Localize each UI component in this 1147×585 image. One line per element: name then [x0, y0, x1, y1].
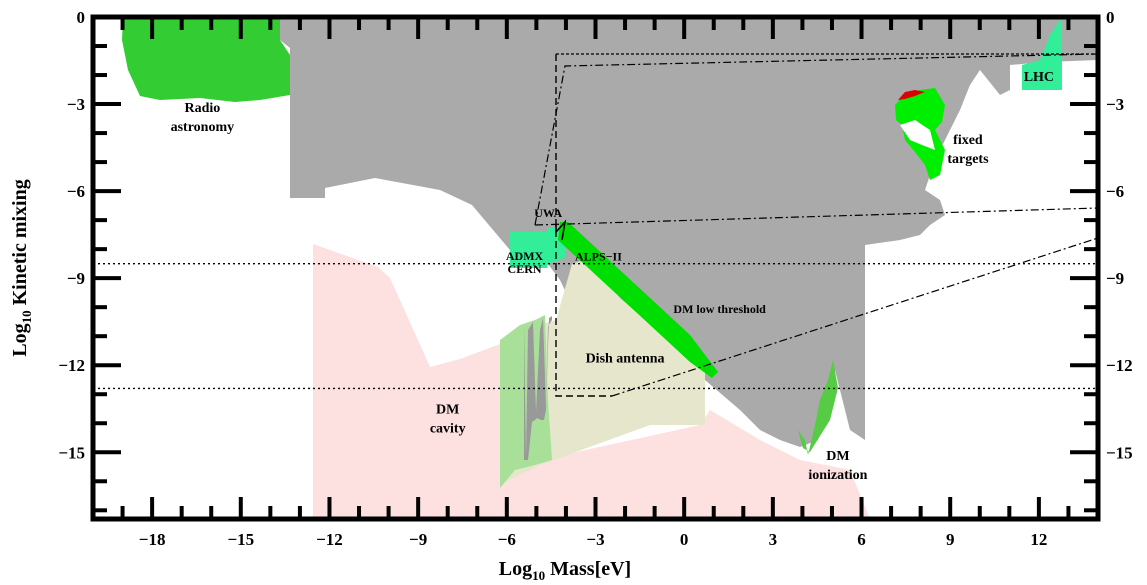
region-label-dish-antenna: Dish antenna [586, 351, 665, 366]
y-axis-title-sub: 10 [19, 310, 34, 323]
uwa-marker [555, 219, 567, 241]
y-tick-label-right: −12 [1106, 356, 1133, 375]
y-tick-label-right: −6 [1106, 182, 1124, 201]
lhc-region [1022, 17, 1062, 90]
dash-dot-line-lower [611, 237, 1098, 397]
dash-dotted-lines [534, 53, 1098, 397]
y-axis-title-prefix: Log [9, 323, 31, 356]
region-label-line: targets [947, 152, 989, 167]
y-tick-label-left: −12 [58, 356, 85, 375]
x-tick-label: −9 [409, 530, 427, 549]
y-axis-title-rest: Kinetic mixing [9, 179, 31, 310]
y-tick-label-right: −9 [1106, 269, 1124, 288]
region-label-dm-ionization: DM ionization [808, 449, 867, 483]
dm-ionization-region [798, 360, 838, 455]
region-label-line: DM low threshold [673, 302, 766, 316]
dash-dot-line-mid [534, 207, 1098, 226]
region-label-line: DM [826, 449, 849, 464]
x-tick-label: 0 [680, 530, 689, 549]
excluded-region [125, 17, 1098, 447]
region-label-line: Radio [184, 101, 220, 116]
region-label-line: CERN [508, 262, 542, 276]
region-label-line: Dish antenna [586, 351, 665, 366]
pink-region [313, 244, 557, 519]
x-axis-title: Log10 Mass[eV] [499, 558, 631, 583]
region-label-line: cavity [430, 422, 466, 437]
region-label-line: UWA [534, 206, 562, 220]
region-label-line: fixed [953, 133, 983, 148]
region-label-line: astronomy [171, 120, 235, 135]
x-tick-label: 6 [857, 530, 866, 549]
region-label-line: ALPS−II [575, 250, 622, 264]
x-tick-label: −18 [139, 530, 166, 549]
pink-region-lower [470, 410, 870, 519]
y-tick-label-left: −15 [58, 443, 85, 462]
x-axis-title-prefix: Log [499, 558, 532, 580]
radio-astronomy-region [122, 17, 290, 102]
region-label-line: LHC [1024, 70, 1054, 85]
region-label-alps-ii: ALPS−II [575, 250, 622, 264]
x-tick-label: −12 [316, 530, 343, 549]
axis-ticks [91, 15, 1100, 519]
region-label-uwa: UWA [534, 206, 562, 220]
region-label-admx-cern: ADMX CERN [506, 249, 544, 276]
y-tick-label-right: −3 [1106, 95, 1124, 114]
region-label-line: ionization [808, 468, 867, 483]
fixed-targets-red [898, 90, 925, 100]
region-label-dm-low-threshold: DM low threshold [673, 302, 766, 316]
x-tick-label: 9 [946, 530, 955, 549]
y-tick-label-left: −9 [67, 269, 85, 288]
axis-tick-labels: −18 −15 −12 −9 −6 −3 0 3 6 9 12 0 0 −3 −3 −6 −6 −9 −9 −12 −1… [58, 8, 1132, 549]
region-label-dm-cavity: DM cavity [430, 403, 466, 437]
y-tick-label-right: 0 [1106, 8, 1115, 27]
region-label-line: ADMX [506, 249, 544, 263]
x-tick-label: −15 [227, 530, 254, 549]
y-tick-label-right: −15 [1106, 443, 1133, 462]
region-label-lhc: LHC [1024, 70, 1054, 85]
x-tick-label: 3 [769, 530, 778, 549]
x-axis-title-rest: Mass[eV] [545, 558, 631, 580]
dm-low-threshold-band [558, 222, 718, 378]
region-label-fixed-targets: fixed targets [947, 133, 989, 167]
region-labels: Radio astronomy LHC fixed targets UWA ADMX CERN… [171, 70, 1054, 483]
y-axis-title: Log10 Kinetic mixing [9, 179, 34, 356]
admx-cern-region [510, 227, 565, 268]
fixed-targets-white [900, 120, 935, 150]
dish-antenna-region [500, 258, 705, 485]
x-tick-label: −6 [498, 530, 516, 549]
y-tick-label-left: 0 [77, 8, 86, 27]
region-label-line: DM [436, 403, 459, 418]
y-tick-label-left: −6 [67, 182, 85, 201]
y-tick-label-left: −3 [67, 95, 85, 114]
x-tick-label: −3 [586, 530, 604, 549]
region-label-radio-astronomy: Radio astronomy [171, 101, 235, 135]
x-tick-label: 12 [1030, 530, 1047, 549]
shaded-regions [122, 17, 1098, 519]
x-axis-title-sub: 10 [532, 568, 545, 583]
dash-dot-line-upper [534, 53, 1098, 226]
uwa-box [555, 54, 612, 397]
